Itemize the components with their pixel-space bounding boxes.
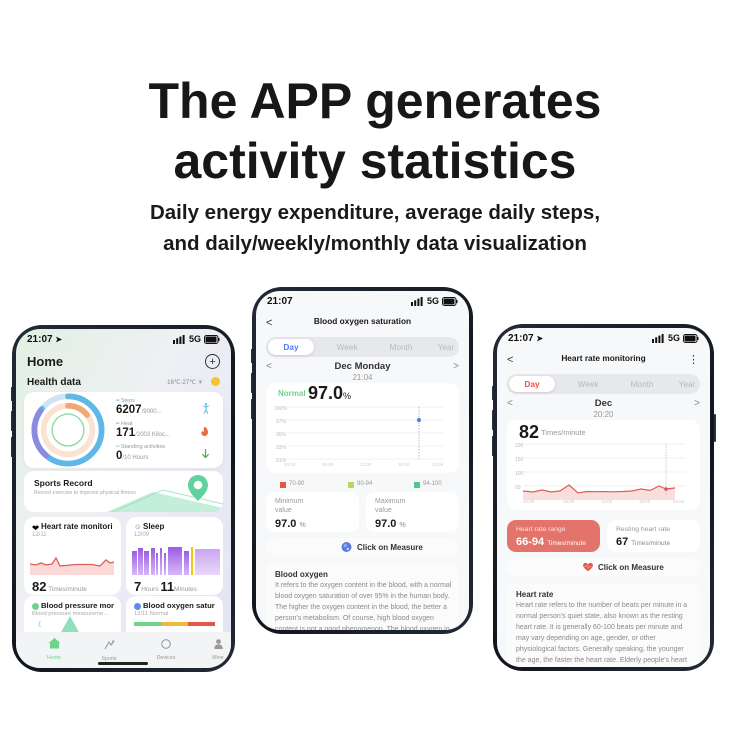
svg-text:12:00: 12:00 [360, 462, 372, 467]
svg-text:200: 200 [515, 443, 524, 449]
svg-text:150: 150 [515, 457, 524, 463]
svg-text:18:00: 18:00 [639, 499, 651, 504]
svg-text:97%: 97% [276, 419, 287, 425]
svg-text:06:00: 06:00 [563, 499, 575, 504]
svg-text:100%: 100% [274, 406, 287, 412]
svg-text:50: 50 [515, 485, 521, 491]
svg-text:23:59: 23:59 [432, 462, 444, 467]
svg-text:100: 100 [515, 471, 524, 477]
svg-text:06:00: 06:00 [322, 462, 334, 467]
svg-text:00:00: 00:00 [284, 462, 296, 467]
svg-text:18:00: 18:00 [398, 462, 410, 467]
svg-text:12:00: 12:00 [601, 499, 613, 504]
svg-text:23:59: 23:59 [673, 499, 685, 504]
svg-text:93%: 93% [276, 445, 287, 451]
svg-text:95%: 95% [276, 432, 287, 438]
svg-text:00:00: 00:00 [523, 499, 535, 504]
